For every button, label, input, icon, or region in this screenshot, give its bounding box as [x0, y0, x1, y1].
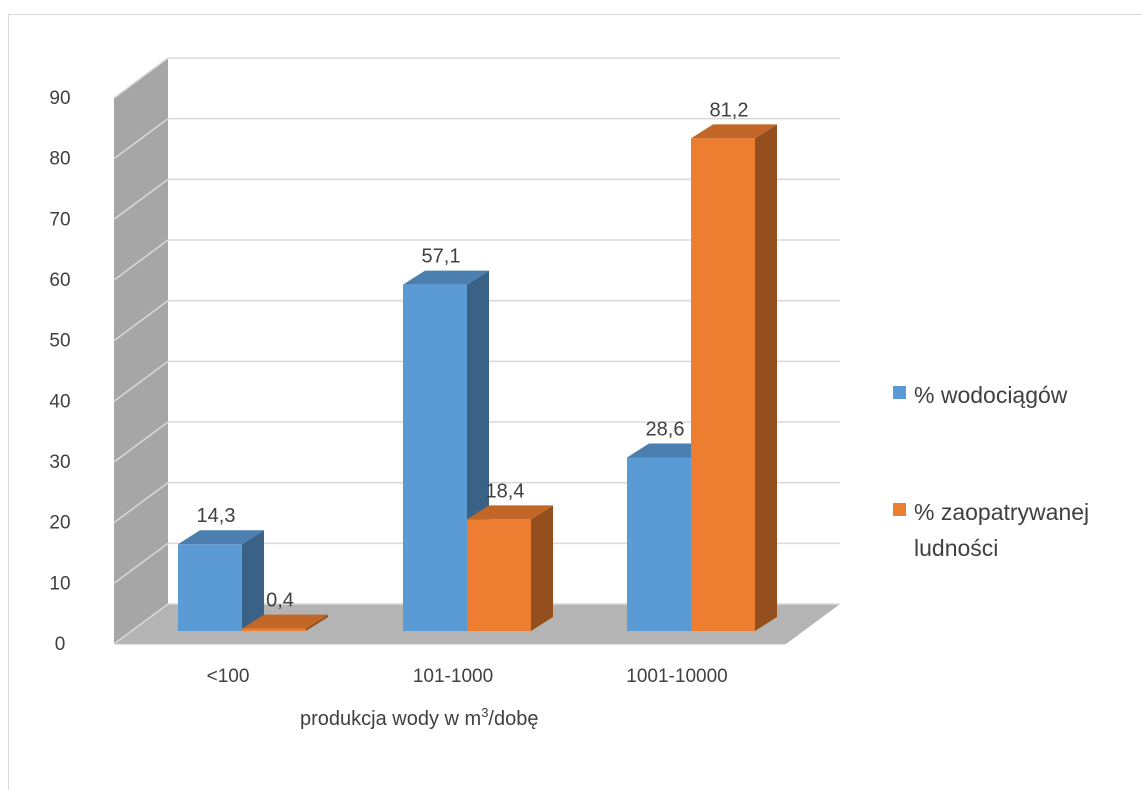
gridline-side [113, 542, 169, 584]
y-tick-label: 90 [49, 88, 70, 109]
bar-top [242, 614, 328, 629]
legend-swatch [893, 503, 906, 516]
bar-side [755, 124, 777, 632]
gridline-side [113, 482, 169, 524]
bar-top [691, 124, 777, 139]
data-label: 0,4 [266, 590, 294, 612]
y-tick-label: 0 [55, 634, 66, 655]
bar-front [178, 544, 242, 631]
bar-front [691, 138, 755, 632]
chart-frame [8, 14, 1142, 790]
data-label: 57,1 [422, 246, 461, 268]
y-axis: 0 10 20 30 40 50 60 70 80 90 [49, 88, 70, 655]
legend-swatch [893, 386, 906, 399]
data-label: 81,2 [710, 99, 749, 121]
legend-label: % wodociągów [914, 382, 1068, 408]
x-tick-label: 1001-10000 [626, 666, 727, 687]
x-axis-title-tail: /dobę [488, 708, 538, 730]
legend[interactable]: % wodociągów % zaopatrywanej ludności [893, 382, 1089, 561]
y-tick-label: 80 [49, 149, 70, 170]
y-tick-label: 10 [49, 573, 70, 594]
legend-item[interactable]: % wodociągów [893, 382, 1068, 408]
x-axis-title: produkcja wody w m3/dobę [300, 705, 538, 730]
bar-side [242, 530, 264, 631]
y-tick-label: 30 [49, 452, 70, 473]
bar-top [403, 270, 489, 285]
gridline-side [113, 57, 169, 99]
data-label: 28,6 [646, 418, 685, 440]
gridline-side [113, 239, 169, 281]
legend-label: ludności [914, 535, 998, 561]
x-tick-label: 101-1000 [413, 666, 493, 687]
bar-front [242, 628, 306, 631]
bar--zaopatrywanej-ludno-ci-1 [467, 505, 553, 631]
data-label: 14,3 [197, 505, 236, 527]
data-label: 18,4 [486, 480, 525, 502]
bar-front [467, 519, 531, 631]
y-tick-label: 40 [49, 391, 70, 412]
x-axis: <100 101-1000 1001-10000 produkcja wody w m… [207, 666, 728, 730]
gridline-side [113, 360, 169, 402]
bar-front [403, 284, 467, 631]
gridline-side [113, 178, 169, 220]
side-wall [114, 58, 168, 644]
bar-side [306, 614, 328, 631]
bar-top [178, 530, 264, 545]
gridline-side [113, 421, 169, 463]
bar--wodoci-g-w-0 [178, 530, 264, 631]
bar-side [531, 505, 553, 631]
y-tick-label: 50 [49, 331, 70, 352]
bars [178, 124, 777, 632]
legend-label: % zaopatrywanej [914, 499, 1089, 525]
bar-top [467, 505, 553, 520]
bar--wodoci-g-w-1 [403, 270, 489, 631]
y-tick-label: 20 [49, 513, 70, 534]
x-tick-label: <100 [207, 666, 250, 687]
x-axis-title-superscript: 3 [481, 705, 488, 720]
y-tick-label: 60 [49, 270, 70, 291]
gridline-side [113, 603, 169, 645]
gridline-side [113, 300, 169, 342]
gridline-side [113, 118, 169, 160]
y-tick-label: 70 [49, 209, 70, 230]
x-axis-title-main: produkcja wody w m [300, 708, 481, 730]
bar--zaopatrywanej-ludno-ci-0 [242, 614, 328, 631]
bar--zaopatrywanej-ludno-ci-2 [691, 124, 777, 632]
data-labels: 14,3 57,1 28,6 0,4 18,4 81,2 [197, 99, 749, 611]
legend-item[interactable]: % zaopatrywanej ludności [893, 499, 1089, 561]
bar-front [627, 457, 691, 631]
